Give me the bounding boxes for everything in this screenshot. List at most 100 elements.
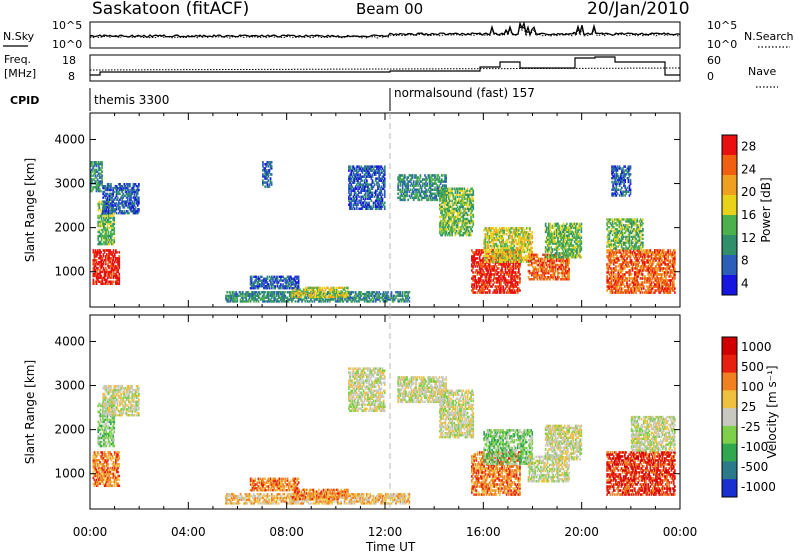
power-cell <box>553 232 556 235</box>
power-cell <box>563 271 566 275</box>
power-cell <box>561 232 564 235</box>
power-cell <box>454 231 457 235</box>
power-cell <box>398 292 401 296</box>
power-cell <box>497 263 500 266</box>
power-cell <box>530 248 532 252</box>
power-cell <box>505 254 508 258</box>
power-cell <box>275 281 278 284</box>
power-cell <box>368 189 370 192</box>
power-cell <box>430 184 433 187</box>
power-cell <box>471 269 473 272</box>
power-cell <box>553 261 556 265</box>
power-cell <box>438 176 441 179</box>
power-cell <box>103 210 106 213</box>
power-cell <box>359 173 361 176</box>
power-cell <box>460 211 462 215</box>
power-cell <box>458 213 460 217</box>
power-cell <box>512 242 515 246</box>
power-cell <box>511 271 513 274</box>
power-cell <box>368 193 370 196</box>
power-cell <box>378 173 380 176</box>
power-cell <box>477 253 480 256</box>
power-cell <box>448 197 450 201</box>
power-cell <box>576 232 578 235</box>
power-cell <box>382 183 385 186</box>
power-cell <box>226 300 228 303</box>
power-cell <box>276 300 279 303</box>
power-cell <box>513 229 516 232</box>
power-cell <box>385 296 387 299</box>
power-cell <box>242 298 244 301</box>
power-cell <box>101 270 104 274</box>
power-cell <box>450 209 452 213</box>
power-cell <box>131 186 133 190</box>
power-cell <box>472 189 475 192</box>
power-cell <box>373 201 376 204</box>
power-cell <box>253 292 255 296</box>
power-cell <box>526 240 529 244</box>
power-cell <box>103 274 106 278</box>
power-cell <box>93 168 96 172</box>
power-cell <box>421 190 424 193</box>
power-cell <box>100 214 103 218</box>
power-cell <box>341 286 344 289</box>
power-cell <box>338 294 340 297</box>
power-cell <box>440 209 442 213</box>
power-cell <box>268 161 271 164</box>
power-cell <box>428 180 431 183</box>
power-cell <box>506 289 509 292</box>
power-cell <box>371 292 374 296</box>
power-cell <box>404 291 406 294</box>
power-cell <box>405 294 407 297</box>
power-cell <box>488 255 491 258</box>
power-cell <box>425 184 427 187</box>
power-cell <box>379 199 382 202</box>
power-cell <box>349 292 351 296</box>
power-cell <box>497 271 500 274</box>
power-cell <box>296 300 299 303</box>
power-cell <box>503 254 506 258</box>
power-cell <box>134 206 137 209</box>
power-cell <box>473 291 475 294</box>
power-cell <box>446 213 449 217</box>
power-cell <box>469 231 471 235</box>
power-cell <box>123 185 126 188</box>
power-cell <box>111 260 114 264</box>
power-cell <box>477 283 480 286</box>
power-cell <box>444 184 446 187</box>
power-cell <box>512 275 515 278</box>
power-cell <box>464 231 467 235</box>
power-cell <box>436 186 439 189</box>
power-cell <box>352 173 355 176</box>
power-cell <box>91 168 93 172</box>
power-cell <box>512 249 515 252</box>
power-cell <box>474 277 477 280</box>
power-cell <box>551 269 553 273</box>
power-cell <box>274 285 277 288</box>
power-cell <box>562 252 565 255</box>
power-cell <box>321 286 324 289</box>
power-cell <box>511 238 513 242</box>
power-cell <box>560 267 562 271</box>
power-cell <box>491 254 493 258</box>
power-cell <box>526 248 529 252</box>
power-cell <box>363 199 366 202</box>
power-cell <box>453 187 456 190</box>
power-cell <box>226 291 228 294</box>
power-cell <box>471 199 473 203</box>
power-cell <box>578 254 580 257</box>
power-cell <box>452 215 455 219</box>
power-cell <box>296 275 299 278</box>
power-cell <box>512 258 515 261</box>
power-cell <box>345 296 348 299</box>
power-cell <box>343 298 346 301</box>
power-cell <box>568 259 570 263</box>
power-cell <box>112 206 114 209</box>
power-cell <box>96 174 99 177</box>
power-cell <box>256 292 259 296</box>
power-cell <box>99 280 101 283</box>
power-cell <box>409 184 412 187</box>
power-cell <box>485 267 488 270</box>
power-cell <box>267 173 270 176</box>
power-cell <box>295 281 298 284</box>
